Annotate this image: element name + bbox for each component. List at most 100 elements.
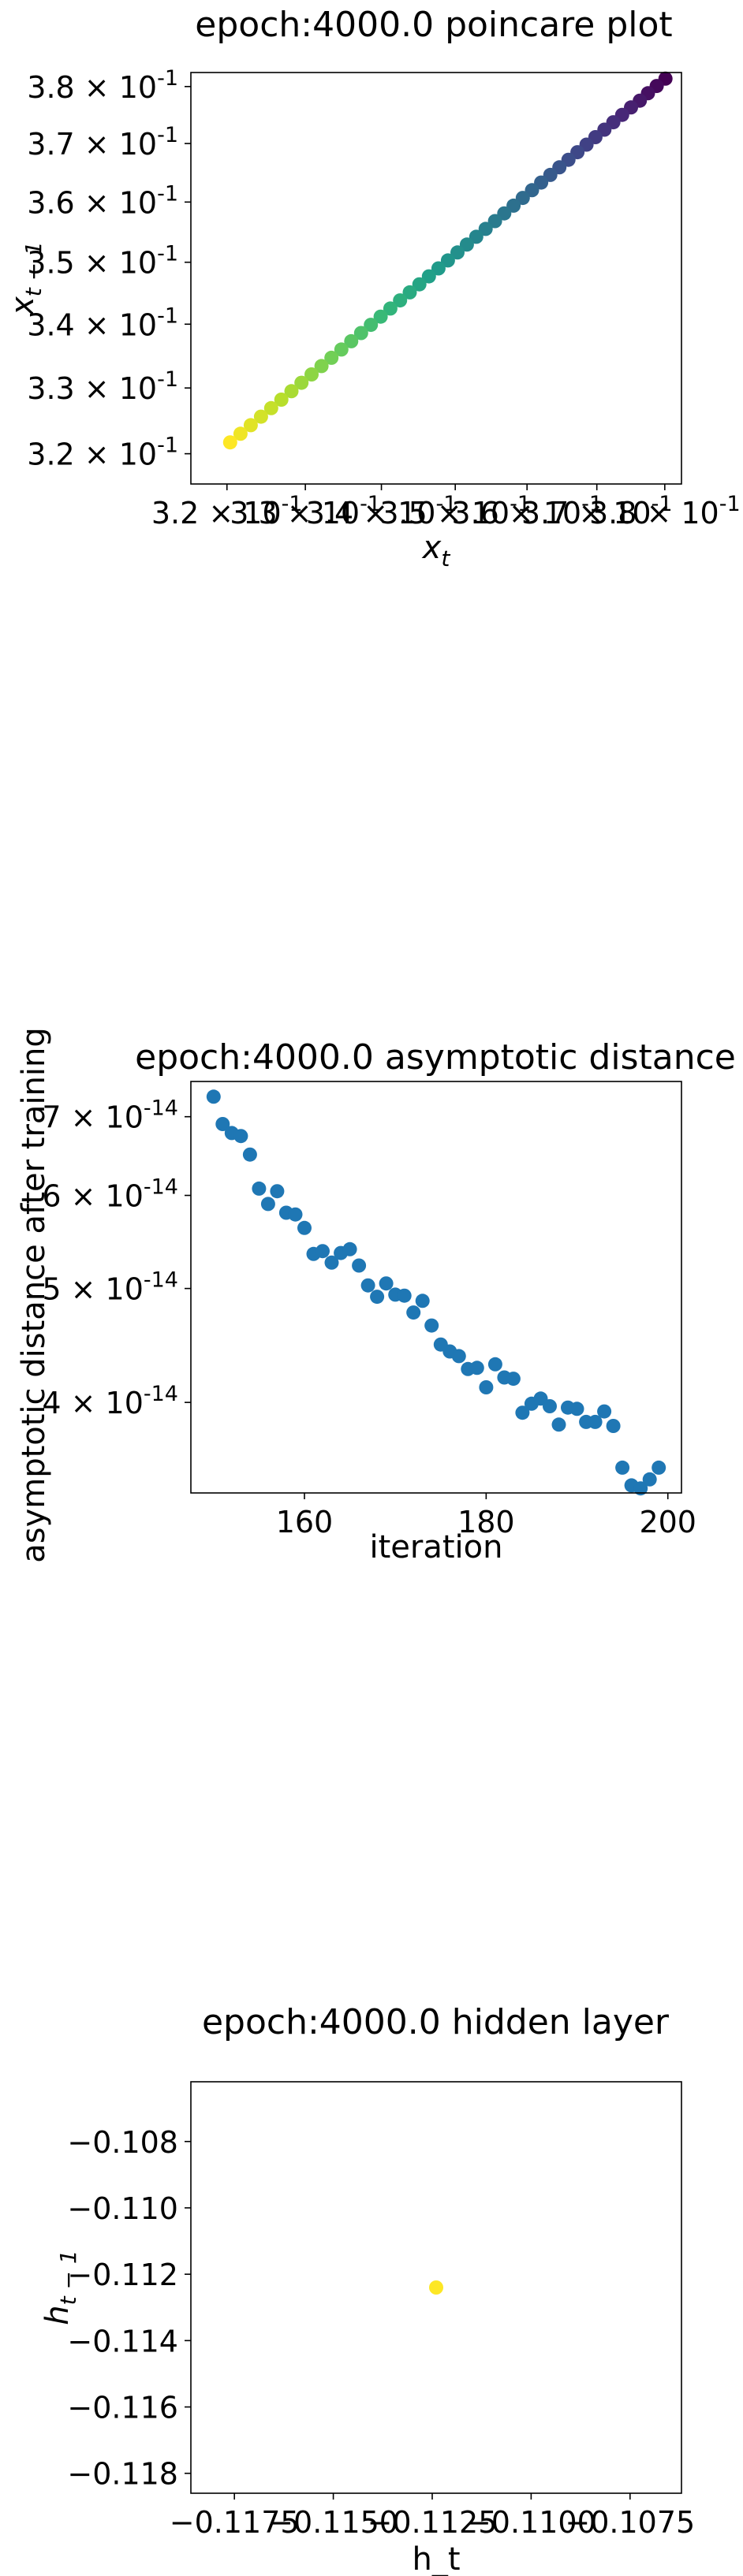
data-point [263, 400, 278, 415]
tick-label: −0.118 [67, 2457, 178, 2492]
data-point [615, 1460, 630, 1475]
tick-label: 6 × 10-14 [42, 1175, 178, 1214]
data-point [440, 253, 455, 268]
tick-label: 3.6 × 10-1 [27, 181, 178, 220]
data-point [297, 1220, 312, 1235]
data-point [406, 1305, 421, 1320]
data-point [253, 409, 268, 424]
tick-label: 4 × 10-14 [42, 1382, 178, 1420]
data-point [233, 426, 248, 441]
plot-frame [190, 72, 682, 485]
data-point [242, 1147, 257, 1162]
data-point [606, 1419, 621, 1433]
data-point [459, 237, 474, 252]
data-point [353, 326, 368, 341]
tick-label: 3.8 × 10-1 [27, 66, 178, 105]
data-point [314, 359, 329, 374]
data-point [304, 367, 319, 382]
data-point [642, 1472, 657, 1487]
data-point [393, 293, 408, 308]
data-point [233, 1129, 248, 1144]
tick-label: −0.116 [67, 2391, 178, 2425]
data-point [415, 1294, 430, 1308]
tick-label: 3.8 × 10-1 [589, 492, 741, 530]
tick-label: 3.4 × 10-1 [27, 303, 178, 342]
data-point [288, 1207, 303, 1222]
plot-frame [190, 1081, 682, 1494]
data-point [424, 1318, 439, 1333]
tick-label: 3.2 × 10-1 [27, 434, 178, 472]
tick-label: 5 × 10-14 [42, 1268, 178, 1307]
data-point [370, 1290, 385, 1305]
tick-label: 3.3 × 10-1 [27, 367, 178, 406]
data-point [334, 342, 349, 357]
data-point [478, 221, 493, 236]
data-point [270, 1184, 285, 1199]
data-point [479, 1380, 494, 1394]
data-point [324, 350, 339, 365]
data-point [633, 1481, 648, 1496]
data-point [402, 285, 417, 300]
data-point [569, 1402, 584, 1416]
y-axis-label: ht − 1 [39, 2250, 81, 2325]
data-point [551, 1417, 566, 1432]
data-point [344, 333, 359, 348]
asymptotic-distance-plot: epoch:4000.0 asymptotic distance 160 180 2… [16, 1027, 736, 1565]
data-point [431, 261, 446, 276]
tick-label: 3.2 × 10-1 [151, 492, 303, 530]
data-point [383, 301, 398, 316]
data-point [429, 2280, 443, 2295]
tick-label: 3.6 × 10-1 [451, 492, 603, 530]
tick-label: 3.7 × 10-1 [521, 492, 673, 530]
tick-label: −0.1075 [565, 2505, 695, 2540]
tick-label: 200 [639, 1505, 696, 1539]
data-point [451, 1349, 466, 1364]
x-axis-label: h_t [412, 2541, 460, 2576]
data-point [487, 1357, 502, 1372]
data-point [315, 1244, 330, 1259]
data-point [469, 229, 484, 244]
data-point [206, 1089, 221, 1104]
data-point [652, 1460, 666, 1475]
tick-label: 3.3 × 10-1 [230, 492, 381, 530]
data-point [379, 1276, 394, 1291]
data-point [352, 1258, 367, 1273]
data-point [597, 1404, 612, 1419]
y-axis-label: asymptotic distance after training [16, 1027, 52, 1563]
tick-label: −0.112 [67, 2258, 178, 2292]
data-point [360, 1278, 375, 1293]
data-point [215, 1117, 230, 1131]
tick-label: −0.1125 [368, 2505, 498, 2540]
data-point [243, 418, 258, 433]
chart-title: epoch:4000.0 poincare plot [195, 5, 672, 45]
data-point [421, 269, 436, 284]
data-point [364, 318, 379, 333]
tick-label: 3.5 × 10-1 [27, 242, 178, 281]
plot-frame [190, 2081, 682, 2494]
tick-label: −0.1175 [170, 2505, 300, 2540]
tick-label: 180 [457, 1505, 515, 1539]
tick-label: 3.4 × 10-1 [306, 492, 457, 530]
data-point [397, 1288, 412, 1303]
data-point [294, 375, 309, 390]
data-point [450, 245, 465, 260]
data-point [515, 1405, 530, 1420]
poincare-plot: epoch:4000.0 poincare plot 3.2 × 10-13.3… [5, 5, 741, 571]
data-point [342, 1241, 357, 1256]
data-point [222, 435, 237, 450]
tick-label: −0.110 [67, 2191, 178, 2226]
x-axis-label: iteration [370, 1529, 503, 1565]
data-point [588, 1414, 603, 1429]
hidden-layer-plot: epoch:4000.0 hidden layer −0.1175−0.1150… [39, 2002, 695, 2576]
data-point [506, 1372, 521, 1387]
data-point [506, 198, 521, 213]
tick-label: 3.7 × 10-1 [27, 123, 178, 162]
data-point [260, 1197, 275, 1212]
data-point [487, 214, 502, 229]
data-point [324, 1255, 339, 1270]
x-axis-label: xt [421, 530, 451, 571]
y-axis-label: xt − 1 [5, 241, 47, 317]
data-point [543, 1399, 557, 1413]
data-point [252, 1181, 267, 1196]
data-point [469, 1361, 484, 1375]
